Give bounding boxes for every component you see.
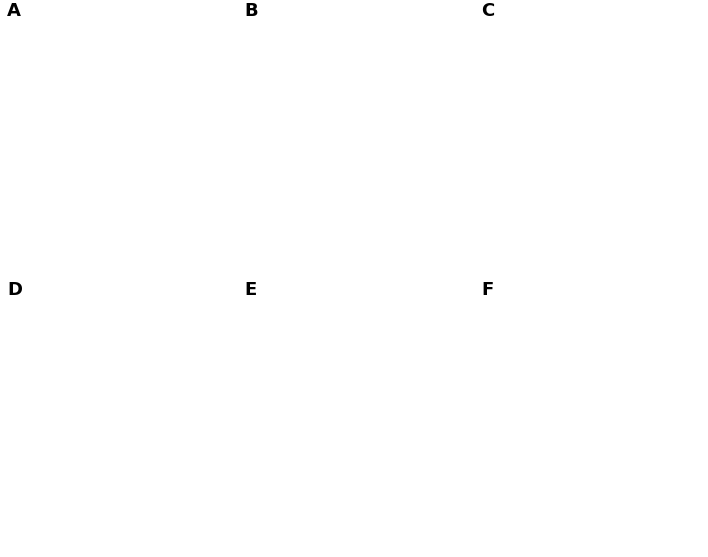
Text: E: E xyxy=(244,281,256,299)
Text: D: D xyxy=(7,281,22,299)
Text: B: B xyxy=(244,2,258,20)
Text: C: C xyxy=(481,2,494,20)
Text: A: A xyxy=(7,2,21,20)
Text: F: F xyxy=(481,281,493,299)
